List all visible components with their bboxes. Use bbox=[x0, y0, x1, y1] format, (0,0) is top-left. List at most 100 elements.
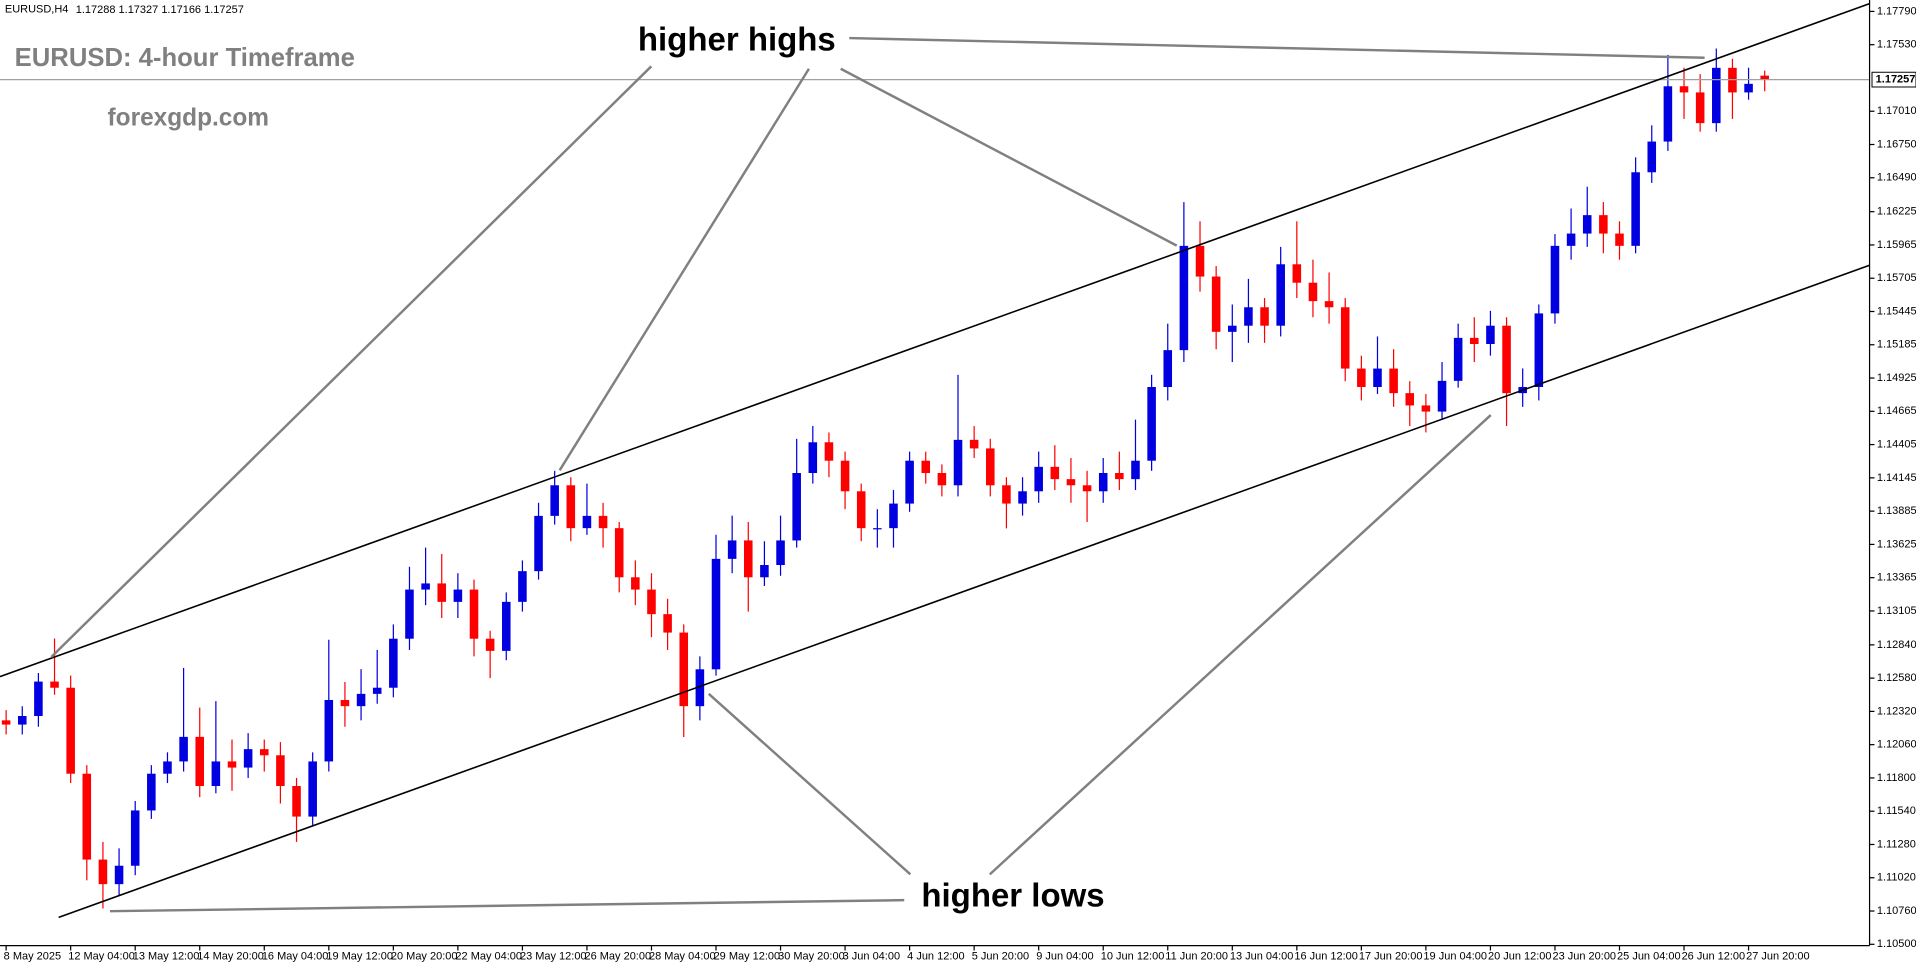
candle-body bbox=[34, 681, 43, 717]
candle-body bbox=[1486, 325, 1495, 345]
candle-body bbox=[921, 460, 931, 473]
candle-body bbox=[1098, 472, 1108, 492]
candle-body bbox=[1228, 325, 1237, 332]
candle-body bbox=[211, 761, 221, 787]
x-tick-label: 16 Jun 12:00 bbox=[1294, 951, 1358, 963]
candle-body bbox=[1147, 386, 1156, 461]
candle-body bbox=[647, 589, 656, 615]
candle-body bbox=[937, 472, 947, 486]
ohlc-value: 1.17288 bbox=[76, 4, 116, 16]
candle-body bbox=[614, 528, 624, 578]
y-tick-label: 1.13625 bbox=[1877, 538, 1916, 550]
candle-body bbox=[598, 515, 608, 529]
candle-body bbox=[1082, 485, 1092, 492]
candle-body bbox=[1663, 86, 1673, 142]
candle-body bbox=[1050, 466, 1060, 480]
candle-body bbox=[1502, 325, 1511, 394]
candle-body bbox=[1002, 485, 1011, 504]
candle-body bbox=[453, 589, 463, 602]
y-tick-label: 1.16490 bbox=[1877, 172, 1916, 184]
y-tick-label: 1.13105 bbox=[1877, 605, 1916, 617]
y-tick-label: 1.10500 bbox=[1877, 938, 1916, 950]
x-tick-label: 19 Jun 04:00 bbox=[1423, 951, 1487, 963]
candle-body bbox=[905, 460, 914, 504]
x-tick-label: 30 May 20:00 bbox=[778, 951, 845, 963]
candle-body bbox=[227, 761, 237, 768]
candle-body bbox=[1324, 301, 1334, 308]
y-tick-label: 1.12060 bbox=[1877, 739, 1916, 751]
candle-body bbox=[485, 638, 495, 651]
y-tick-label: 1.17010 bbox=[1877, 105, 1916, 117]
x-tick-label: 4 Jun 12:00 bbox=[907, 951, 964, 963]
candle-body bbox=[437, 583, 447, 602]
candle-body bbox=[711, 558, 721, 670]
x-tick-label: 23 May 12:00 bbox=[520, 951, 587, 963]
annotation: higher highs bbox=[638, 21, 836, 58]
candle-body bbox=[744, 540, 753, 578]
y-tick-label: 1.14925 bbox=[1877, 372, 1916, 384]
candle-body bbox=[50, 681, 59, 688]
candle-body bbox=[1276, 264, 1285, 326]
candle-body bbox=[824, 442, 834, 461]
x-tick-label: 28 May 04:00 bbox=[649, 951, 716, 963]
candle-body bbox=[259, 749, 269, 756]
x-tick-label: 22 May 04:00 bbox=[455, 951, 522, 963]
candle-body bbox=[873, 528, 882, 530]
y-tick-label: 1.12580 bbox=[1877, 672, 1916, 684]
y-tick-label: 1.15445 bbox=[1877, 305, 1916, 317]
candle-body bbox=[1437, 380, 1447, 412]
candle-body bbox=[679, 632, 689, 707]
candle-body bbox=[195, 736, 205, 787]
candle-body bbox=[1760, 75, 1769, 80]
candle-body bbox=[1453, 337, 1463, 381]
x-tick-label: 3 Jun 04:00 bbox=[843, 951, 900, 963]
axes: 1.17790 1.17530 1.17010 1.16750 1.16490 1.162… bbox=[4, 5, 1916, 963]
x-tick-label: 26 Jun 12:00 bbox=[1682, 951, 1746, 963]
candle-body bbox=[727, 540, 737, 559]
pointer-line bbox=[50, 65, 653, 658]
candle-body bbox=[889, 503, 898, 529]
x-tick-label: 20 May 20:00 bbox=[391, 951, 458, 963]
candle-body bbox=[1647, 141, 1657, 173]
x-tick-label: 9 Jun 04:00 bbox=[1036, 951, 1093, 963]
candle-body bbox=[1308, 282, 1318, 302]
candle-body bbox=[114, 865, 124, 885]
y-tick-label: 1.11800 bbox=[1877, 772, 1916, 784]
pointer-line bbox=[558, 68, 810, 471]
candle-body bbox=[1566, 233, 1576, 246]
x-tick-label: 11 Jun 20:00 bbox=[1165, 951, 1228, 963]
pointer-line bbox=[840, 67, 1178, 247]
candle-body bbox=[582, 515, 592, 529]
candle-body bbox=[566, 485, 576, 529]
x-tick-label: 29 May 12:00 bbox=[714, 951, 781, 963]
annotation: higher lows bbox=[921, 877, 1104, 914]
x-tick-label: 20 Jun 12:00 bbox=[1488, 951, 1552, 963]
candle-body bbox=[986, 448, 995, 486]
candle-body bbox=[82, 773, 92, 860]
candle-body bbox=[1744, 83, 1753, 93]
candle-body bbox=[98, 859, 108, 885]
candle-body bbox=[405, 589, 414, 639]
candle-body bbox=[1340, 307, 1350, 369]
candle-body bbox=[1292, 264, 1302, 283]
y-tick-label: 1.15705 bbox=[1877, 272, 1916, 284]
candle-body bbox=[1470, 337, 1479, 345]
x-tick-label: 13 May 12:00 bbox=[133, 951, 200, 963]
candle-body bbox=[1131, 460, 1140, 480]
channel-lower bbox=[58, 264, 1870, 919]
candle-body bbox=[631, 577, 640, 590]
y-tick-label: 1.13365 bbox=[1877, 572, 1916, 584]
y-tick-label: 1.12320 bbox=[1877, 705, 1916, 717]
candle-body bbox=[1195, 245, 1205, 277]
ohlc-value: 1.17327 bbox=[119, 4, 159, 16]
plot-area bbox=[0, 48, 1870, 909]
pointer-line bbox=[109, 898, 905, 913]
candle-body bbox=[66, 687, 75, 774]
x-tick-label: 12 May 04:00 bbox=[68, 951, 135, 963]
candle-body bbox=[1599, 215, 1608, 234]
candle-body bbox=[1244, 307, 1253, 326]
candle-body bbox=[1695, 92, 1705, 124]
candle-body bbox=[969, 439, 979, 449]
pointer-line bbox=[707, 692, 912, 876]
